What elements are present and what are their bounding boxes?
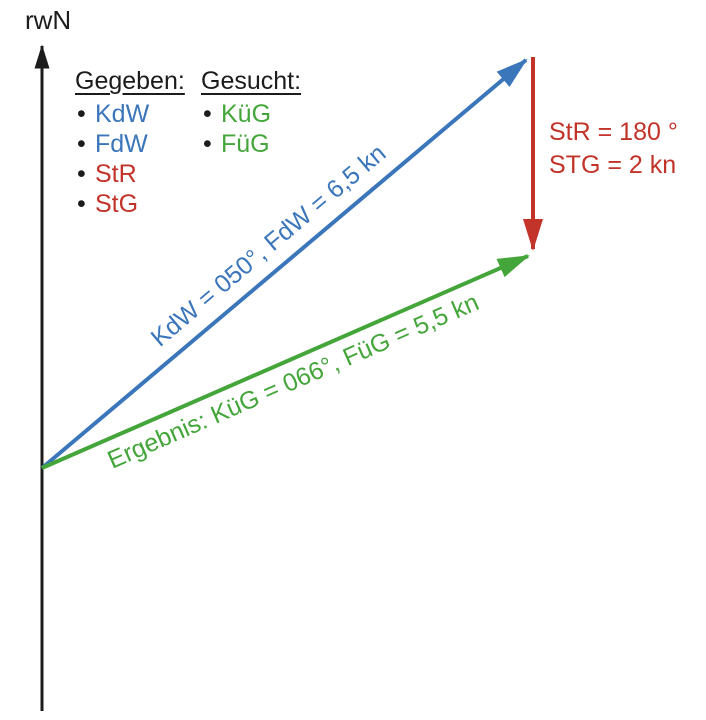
given-title: Gegeben:: [75, 67, 185, 95]
given-item-stg: StG: [95, 190, 139, 218]
current-vector-label: StR = 180 ° STG = 2 kn: [549, 116, 678, 182]
bullet-icon: •: [77, 130, 86, 158]
bullet-icon: •: [77, 160, 86, 188]
legend-sought: Gesucht: • KüG • FüG: [201, 66, 301, 159]
list-item: • StG: [75, 189, 185, 219]
list-item: • FdW: [75, 129, 185, 159]
kdw-vector-line: [40, 58, 528, 470]
sought-item-kug: KüG: [221, 100, 272, 128]
sought-item-fug: FüG: [221, 130, 270, 158]
current-speed-label: STG = 2 kn: [549, 151, 677, 179]
list-item: • StR: [75, 159, 185, 189]
list-item: • KüG: [201, 99, 301, 129]
bullet-icon: •: [77, 100, 86, 128]
current-direction-label: StR = 180 °: [549, 118, 678, 146]
kug-vector-line: [41, 254, 530, 470]
given-item-kdw: KdW: [95, 100, 150, 128]
bullet-icon: •: [203, 130, 212, 158]
sought-title: Gesucht:: [201, 67, 302, 95]
bullet-icon: •: [77, 190, 86, 218]
legend-given: Gegeben: • KdW • FdW • StR • StG: [75, 66, 185, 219]
given-item-fdw: FdW: [95, 130, 148, 158]
given-item-str: StR: [95, 160, 137, 188]
list-item: • FüG: [201, 129, 301, 159]
bullet-icon: •: [203, 100, 212, 128]
list-item: • KdW: [75, 99, 185, 129]
axis-label: rwN: [25, 5, 72, 35]
